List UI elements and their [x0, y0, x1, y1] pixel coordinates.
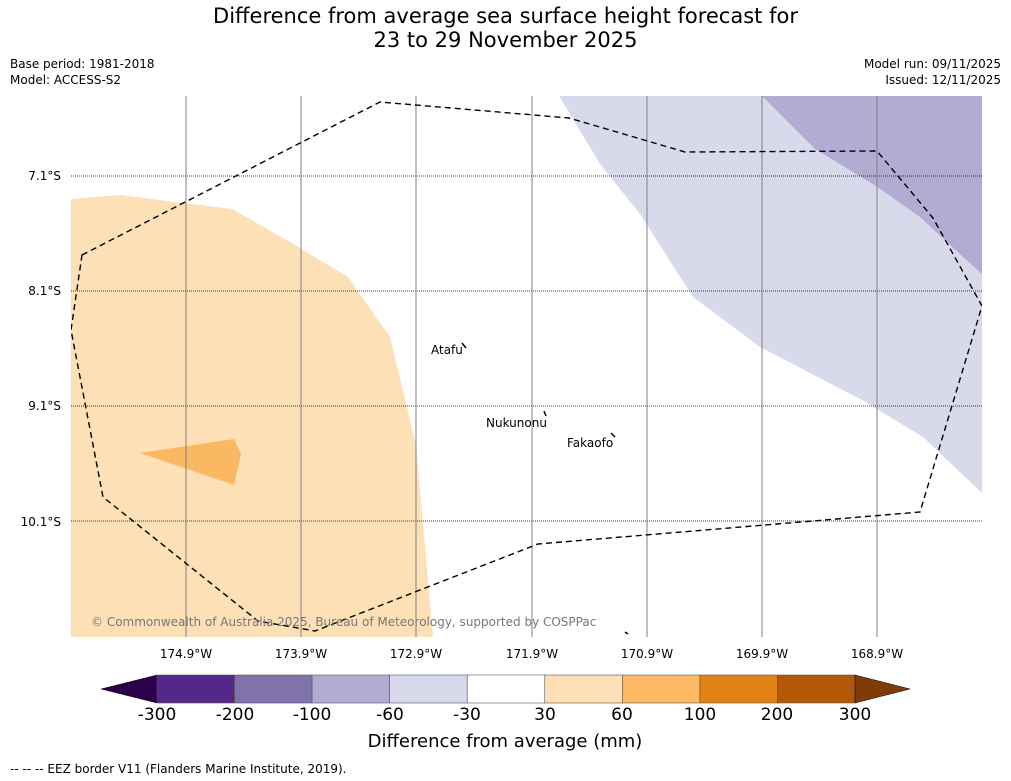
colorbar-bin	[544, 674, 623, 704]
colorbar-bin	[777, 674, 856, 704]
colorbar-bin	[699, 674, 778, 704]
colorbar-bin	[311, 674, 390, 704]
colorbar-extend-min	[100, 674, 158, 704]
copyright-notice: © Commonwealth of Australia 2025, Bureau…	[91, 615, 596, 629]
lon-label-172-9: 172.9°W	[390, 647, 442, 661]
map-area: Atafu Nukunonu Fakaofo © Commonwealth of…	[71, 96, 982, 637]
anomaly-region-30-60	[71, 195, 433, 637]
title-line-1: Difference from average sea surface heig…	[213, 4, 798, 28]
colorbar-tick: 100	[684, 705, 716, 725]
colorbar-tick: -60	[376, 705, 404, 725]
longitude-labels: 174.9°W 173.9°W 172.9°W 171.9°W 170.9°W …	[160, 647, 903, 661]
lat-label-8-1: 8.1°S	[28, 284, 61, 298]
fakaofo-island-shape	[610, 432, 616, 438]
place-label-nukunonu: Nukunonu	[486, 416, 547, 430]
colorbar-bin	[156, 674, 235, 704]
atafu-island-shape	[461, 342, 467, 349]
lat-label-9-1: 9.1°S	[28, 399, 61, 413]
colorbar-tick: 60	[611, 705, 633, 725]
colorbar-tick: -30	[453, 705, 481, 725]
lon-label-170-9: 170.9°W	[621, 647, 673, 661]
place-label-atafu: Atafu	[431, 343, 463, 357]
colorbar-bin	[622, 674, 701, 704]
colorbar-tick: 300	[839, 705, 871, 725]
colorbar-extend-max	[854, 674, 911, 704]
anomaly-region-neg30-neg60	[559, 96, 982, 493]
title-line-2: 23 to 29 November 2025	[373, 28, 638, 52]
latitude-labels: 7.1°S 8.1°S 9.1°S 10.1°S	[21, 169, 61, 529]
colorbar-bin	[389, 674, 468, 704]
model-run: Model run: 09/11/2025	[863, 57, 1001, 71]
colorbar-tick: -300	[138, 705, 177, 725]
colorbar-label: Difference from average (mm)	[368, 731, 643, 752]
colorbar-bin	[466, 674, 546, 704]
place-label-fakaofo: Fakaofo	[567, 436, 613, 450]
colorbar: -300 -200 -100 -60 -30 30 60 100 200 300…	[100, 674, 911, 752]
colorbar-tick: -100	[293, 705, 332, 725]
issued-date: Issued: 12/11/2025	[885, 73, 1001, 87]
lon-label-173-9: 173.9°W	[275, 647, 327, 661]
eez-border	[71, 101, 982, 632]
colorbar-ticks: -300 -200 -100 -60 -30 30 60 100 200 300	[138, 705, 872, 725]
anomaly-region-neg60-neg100	[762, 96, 982, 274]
lon-label-168-9: 168.9°W	[851, 647, 903, 661]
base-period: Base period: 1981-2018	[10, 57, 155, 71]
lat-label-10-1: 10.1°S	[21, 515, 61, 529]
lon-label-174-9: 174.9°W	[160, 647, 212, 661]
swains-island-shape	[624, 631, 629, 635]
colorbar-tick: 200	[761, 705, 793, 725]
colorbar-bins	[156, 674, 856, 704]
eez-footnote: -- -- -- EEZ border V11 (Flanders Marine…	[10, 762, 347, 776]
model-name: Model: ACCESS-S2	[10, 73, 122, 87]
anomaly-region-60-100	[140, 439, 241, 485]
meta-left: Base period: 1981-2018 Model: ACCESS-S2	[10, 56, 155, 88]
lon-label-171-9: 171.9°W	[506, 647, 558, 661]
lon-label-169-9: 169.9°W	[736, 647, 788, 661]
lat-label-7-1: 7.1°S	[28, 169, 61, 183]
chart-title: Difference from average sea surface heig…	[0, 4, 1011, 52]
colorbar-tick: -200	[216, 705, 255, 725]
colorbar-bin	[234, 674, 313, 704]
nukunonu-island-shape	[543, 410, 547, 417]
meta-right: Model run: 09/11/2025 Issued: 12/11/2025	[864, 56, 1001, 88]
colorbar-tick: 30	[534, 705, 556, 725]
